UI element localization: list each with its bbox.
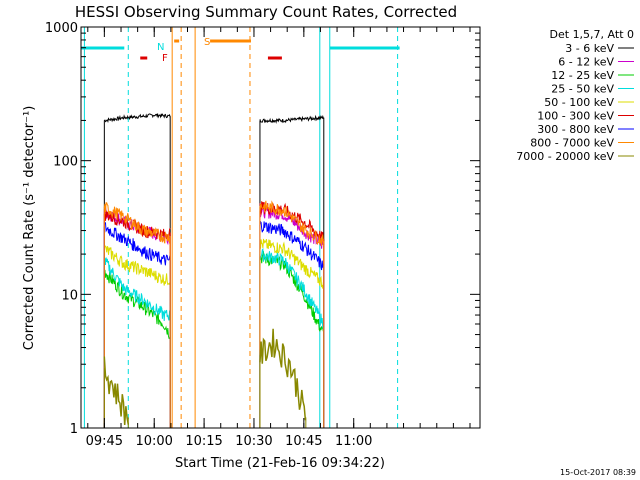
series-line-7000-20000-kev-2 — [259, 328, 307, 421]
x-tick-label-4: 10:45 — [285, 434, 322, 449]
chart-title: HESSI Observing Summary Count Rates, Cor… — [75, 3, 457, 21]
series-line-25-50-kev-2 — [259, 248, 324, 330]
x-tick-label-5: 11:00 — [335, 434, 372, 449]
legend-label-100-300-kev: 100 - 300 keV — [537, 110, 614, 123]
series-line-50-100-kev-2 — [259, 238, 324, 289]
y-tick-label-2: 100 — [53, 155, 78, 170]
legend-label-6-12-kev: 6 - 12 keV — [558, 56, 614, 69]
legend-header: Det 1,5,7, Att 0 — [550, 28, 634, 41]
legend-label-3-6-kev: 3 - 6 keV — [565, 42, 614, 55]
series-line-800-7000-kev-2 — [259, 200, 324, 246]
legend-label-12-25-kev: 12 - 25 keV — [551, 69, 614, 82]
series-line-3-6-kev-1 — [104, 113, 171, 124]
legend-label-7000-20000-kev: 7000 - 20000 keV — [516, 150, 614, 163]
flag-label-f: F — [162, 53, 168, 64]
x-axis-label: Start Time (21-Feb-16 09:34:22) — [175, 456, 385, 471]
y-tick-label-3: 1000 — [45, 21, 78, 36]
series-line-300-800-kev-2 — [259, 220, 324, 271]
series-line-300-800-kev-1 — [103, 221, 171, 266]
y-axis-label: Corrected Count Rate (s⁻¹ detector⁻¹) — [22, 106, 37, 351]
legend-label-300-800-kev: 300 - 800 keV — [537, 123, 614, 136]
x-tick-label-1: 10:00 — [135, 434, 172, 449]
series-line-12-25-kev-2 — [259, 250, 324, 333]
series-line-800-7000-kev-1 — [103, 202, 171, 244]
series-line-50-100-kev-1 — [103, 244, 171, 286]
plot-area: NF S — [81, 27, 400, 428]
series-line-6-12-kev-2 — [259, 204, 324, 249]
series-line-12-25-kev-1 — [103, 269, 171, 341]
series-line-7000-20000-kev-1 — [103, 356, 130, 425]
series-line-3-6-kev-2 — [259, 114, 324, 124]
series-line-25-50-kev-1 — [103, 257, 171, 322]
legend-label-25-50-kev: 25 - 50 keV — [551, 83, 614, 96]
plot-frame — [80, 26, 481, 429]
flag-label-s: S — [204, 37, 210, 48]
flag-label-n: N — [157, 42, 164, 53]
axes: 1 10 100 1000 09:45 10:00 10:15 10:30 10:45 11:00 — [45, 21, 481, 449]
x-tick-label-3: 10:30 — [235, 434, 272, 449]
legend-label-50-100-kev: 50 - 100 keV — [544, 96, 614, 109]
x-tick-label-0: 09:45 — [86, 434, 123, 449]
legend-label-800-7000-kev: 800 - 7000 keV — [530, 137, 614, 150]
y-tick-label-1: 10 — [61, 288, 78, 303]
y-tick-label-0: 1 — [70, 422, 78, 437]
x-tick-label-2: 10:15 — [185, 434, 222, 449]
timestamp-stamp: 15-Oct-2017 08:39 — [560, 468, 636, 477]
